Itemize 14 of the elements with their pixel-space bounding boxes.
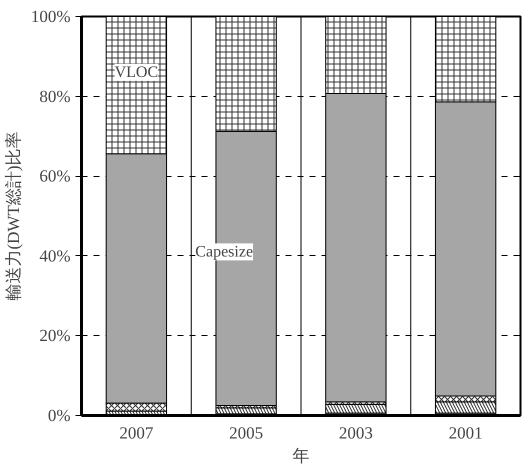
- x-tick-label: 2007: [119, 424, 154, 442]
- annotation: VLOC: [114, 64, 158, 81]
- x-tick-label: 2005: [229, 424, 264, 442]
- x-tick-label: 2001: [448, 424, 483, 442]
- y-tick-label: 80%: [39, 86, 71, 106]
- y-tick-label: 40%: [39, 246, 71, 266]
- y-tick-label: 60%: [39, 166, 71, 186]
- y-axis-title: 輸送力(DWT総計)比率: [4, 131, 23, 301]
- x-axis-title: 年: [292, 446, 310, 466]
- y-tick-label: 100%: [30, 7, 71, 26]
- y-tick-label: 20%: [39, 326, 71, 346]
- y-tick-label: 0%: [48, 406, 71, 425]
- annotation: Capesize: [195, 243, 254, 260]
- x-tick-label: 2003: [338, 424, 373, 442]
